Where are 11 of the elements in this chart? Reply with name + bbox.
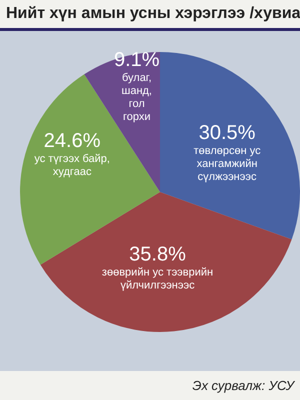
text: Эх сурвалж: УСУ xyxy=(0,371,300,400)
pie-slice xyxy=(160,52,300,240)
data-label: 9.1% xyxy=(114,49,160,72)
slice-label: төвлөрсөн ус хангамжийн сүлжээнээс xyxy=(194,144,262,183)
slice-label: зөөврийн ус тээврийн үйлчилгээнээс xyxy=(102,266,214,292)
data-label: 24.6% xyxy=(44,130,101,152)
slice-label: ус түгээх байр, худгаас xyxy=(34,152,110,178)
slice-label: булаг, шанд, гол горхи xyxy=(122,72,152,124)
data-label: 30.5% xyxy=(198,122,256,144)
pie-slice xyxy=(40,192,292,332)
data-label: 35.8% xyxy=(129,244,186,266)
